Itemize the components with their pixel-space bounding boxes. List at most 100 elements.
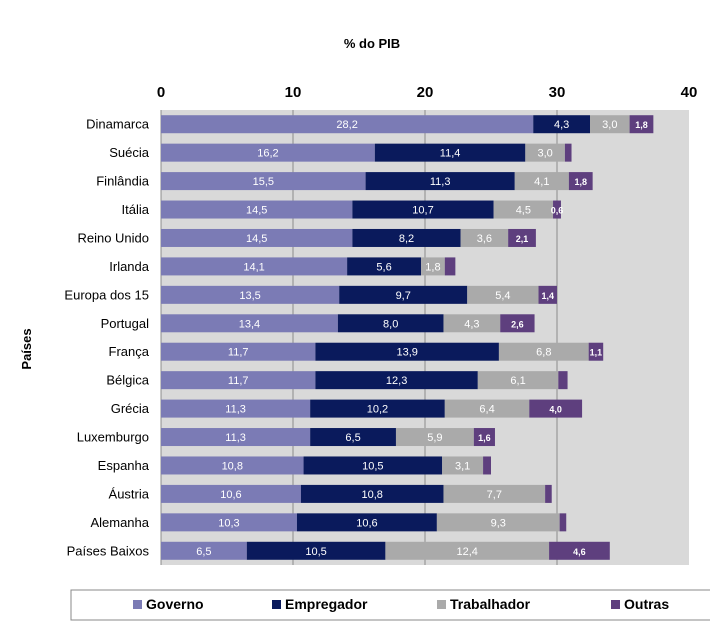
- value-label: 8,0: [383, 318, 398, 330]
- value-labels: 28,2 4,3 3,0 1,8 16,2 11,4 3,0 15,5 11,3 4,1 1,8 14…: [196, 119, 647, 558]
- bar-segment-governo: [161, 257, 348, 276]
- legend: Governo Empregador Trabalhador Outras: [70, 589, 710, 621]
- bar-segment-trabalhador: [525, 143, 565, 162]
- value-label: 4,6: [573, 547, 586, 557]
- value-label: 10,5: [362, 460, 383, 472]
- bar-segment-empregador: [310, 399, 445, 418]
- bar-segment-empregador: [374, 143, 526, 162]
- value-label: 0,6: [551, 206, 564, 216]
- category-label: Reino Unido: [77, 230, 149, 245]
- value-label: 5,4: [495, 290, 510, 302]
- value-label: 1,6: [478, 433, 491, 443]
- legend-label: Outras: [624, 596, 669, 612]
- x-tick-label: 30: [549, 84, 566, 101]
- category-label: Espanha: [98, 458, 150, 473]
- bar-segments: [161, 115, 654, 560]
- bar-segment-trabalhador: [493, 200, 554, 219]
- value-label: 5,6: [376, 261, 391, 273]
- bar-segment-trabalhador: [421, 257, 445, 276]
- value-label: 6,5: [196, 546, 211, 558]
- bar-segment-governo: [161, 342, 316, 361]
- bar-segment-empregador: [533, 115, 590, 134]
- x-tick-label: 10: [285, 84, 302, 101]
- value-label: 6,8: [536, 347, 551, 359]
- bar-segment-empregador: [315, 342, 499, 361]
- bar-segment-empregador: [300, 484, 444, 503]
- bar-segment-trabalhador: [444, 399, 530, 418]
- y-axis-title: Países: [19, 328, 34, 369]
- legend-box: [70, 589, 710, 621]
- bar-segment-outras: [549, 541, 610, 560]
- bar-segment-empregador: [365, 172, 515, 191]
- value-label: 3,0: [537, 148, 552, 160]
- bar-segment-governo: [161, 172, 366, 191]
- bar-segment-governo: [161, 484, 301, 503]
- bar-segment-outras: [568, 172, 593, 191]
- value-label: 13,5: [239, 290, 260, 302]
- bar-segment-trabalhador: [467, 285, 539, 304]
- category-label: Bélgica: [106, 373, 149, 388]
- bar-segment-trabalhador: [436, 513, 560, 532]
- bar-segment-trabalhador: [498, 342, 589, 361]
- bar-segment-governo: [161, 143, 375, 162]
- value-label: 10,8: [222, 460, 243, 472]
- bar-segment-governo: [161, 115, 534, 134]
- x-axis-title: % do PIB: [344, 36, 400, 51]
- category-label: Alemanha: [90, 515, 149, 530]
- bar-segment-empregador: [296, 513, 437, 532]
- value-label: 5,9: [427, 432, 442, 444]
- value-label: 11,3: [225, 432, 246, 444]
- category-label: Finlândia: [96, 174, 150, 189]
- value-label: 10,2: [367, 404, 388, 416]
- bar-segment-trabalhador: [385, 541, 550, 560]
- bar-segment-outras: [444, 257, 456, 276]
- value-label: 11,4: [440, 148, 461, 160]
- category-label: Dinamarca: [86, 117, 150, 132]
- bar-segment-governo: [161, 200, 353, 219]
- bar-segment-outras: [564, 143, 572, 162]
- bar-segment-empregador: [246, 541, 386, 560]
- bar-segment-outras: [553, 200, 561, 219]
- bar-segment-empregador: [352, 228, 461, 247]
- bar-segment-governo: [161, 285, 340, 304]
- bar-segment-outras: [588, 342, 604, 361]
- value-label: 9,3: [491, 517, 506, 529]
- value-label: 16,2: [257, 148, 278, 160]
- legend-swatch: [611, 600, 620, 609]
- value-label: 11,7: [228, 347, 249, 359]
- bar-segment-outras: [545, 484, 552, 503]
- value-label: 7,7: [487, 489, 502, 501]
- value-label: 4,1: [534, 176, 549, 188]
- category-label: Países Baixos: [67, 543, 150, 558]
- legend-swatch: [272, 600, 281, 609]
- value-label: 3,0: [602, 119, 617, 131]
- bar-segment-trabalhador: [442, 456, 484, 475]
- value-label: 14,5: [246, 233, 267, 245]
- bar-segment-trabalhador: [460, 228, 509, 247]
- bar-segment-outras: [629, 115, 654, 134]
- bar-segment-governo: [161, 399, 311, 418]
- category-label: Itália: [122, 202, 150, 217]
- bar-segment-outras: [538, 285, 557, 304]
- category-labels: Dinamarca Suécia Finlândia Itália Reino Unid…: [64, 117, 149, 559]
- value-label: 10,6: [220, 489, 241, 501]
- bar-segment-trabalhador: [477, 371, 559, 390]
- legend-label: Empregador: [285, 596, 368, 612]
- bar-segment-empregador: [347, 257, 422, 276]
- value-label: 3,1: [455, 460, 470, 472]
- category-label: Portugal: [101, 316, 150, 331]
- value-label: 1,8: [575, 177, 588, 187]
- bar-segment-outras: [558, 371, 568, 390]
- value-label: 8,2: [399, 233, 414, 245]
- bar-segment-outras: [500, 314, 535, 333]
- value-label: 4,0: [549, 405, 562, 415]
- value-label: 10,6: [356, 517, 377, 529]
- value-label: 14,5: [246, 205, 267, 217]
- value-label: 1,8: [425, 261, 440, 273]
- value-label: 4,3: [464, 318, 479, 330]
- category-label: Irlanda: [109, 259, 150, 274]
- value-label: 11,7: [228, 375, 249, 387]
- x-tick-label: 20: [417, 84, 434, 101]
- bar-segment-empregador: [339, 285, 468, 304]
